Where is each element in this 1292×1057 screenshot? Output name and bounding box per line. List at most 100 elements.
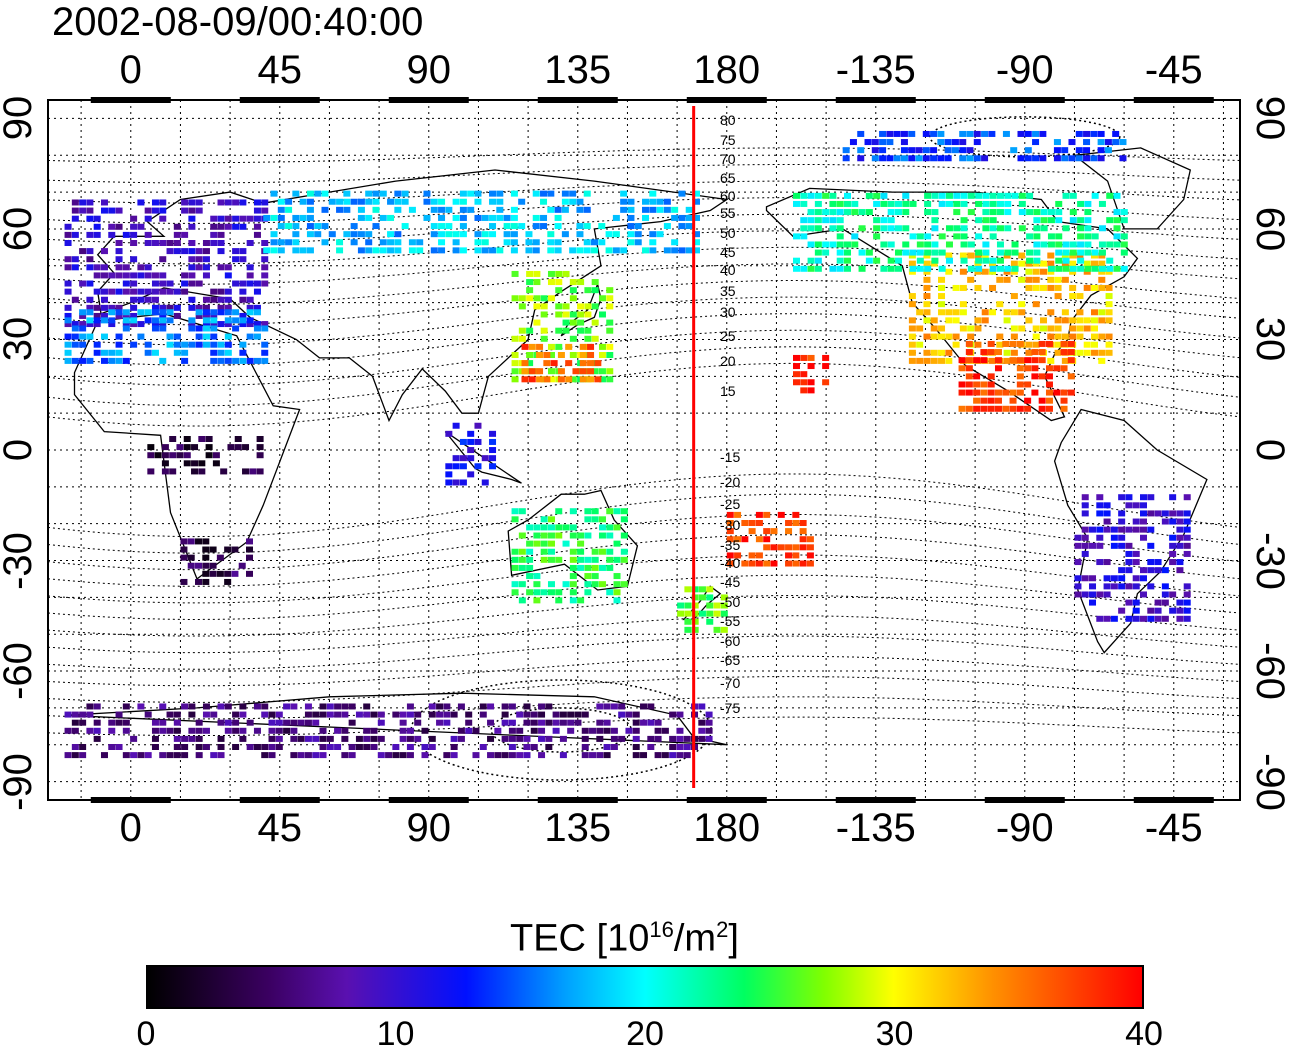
tec-cell: [540, 589, 548, 596]
tec-cell: [1054, 293, 1062, 300]
tec-cell: [202, 321, 210, 328]
tec-cell: [122, 231, 130, 238]
tec-cell: [210, 296, 218, 303]
tec-cell: [137, 321, 145, 328]
tec-cell: [596, 727, 604, 734]
tec-cell: [698, 719, 706, 726]
tec-cell: [328, 231, 336, 238]
tec-cell: [1038, 397, 1046, 404]
magnetic-label: 60: [720, 188, 736, 204]
tec-cell: [526, 360, 534, 367]
tec-cell: [100, 304, 108, 311]
tec-cell: [873, 192, 881, 199]
tec-cell: [1125, 559, 1133, 566]
tec-cell: [966, 155, 974, 162]
tec-cell: [365, 190, 373, 197]
tec-cell: [843, 257, 851, 264]
tec-cell: [195, 744, 203, 750]
tec-cell: [967, 265, 975, 272]
tec-cell: [1038, 357, 1046, 364]
tec-cell: [100, 317, 108, 324]
tec-cell: [1120, 217, 1128, 224]
tec-cell: [1024, 405, 1032, 412]
tec-cell: [923, 260, 931, 267]
tec-cell: [336, 198, 344, 205]
tec-cell: [253, 727, 261, 734]
tec-cell: [691, 586, 699, 593]
tec-cell: [459, 198, 467, 205]
tec-cell: [547, 247, 555, 254]
tec-cell: [873, 200, 881, 207]
tec-cell: [1097, 139, 1105, 146]
tec-cell: [1147, 526, 1155, 533]
tec-cell: [387, 239, 395, 246]
tec-cell: [836, 233, 844, 240]
tec-cell: [1125, 599, 1133, 606]
tec-cell: [981, 268, 989, 275]
tec-cell: [996, 265, 1004, 272]
tec-region-arctic: [842, 130, 1127, 162]
tec-cell: [1055, 257, 1063, 264]
tec-cell: [606, 343, 614, 350]
tec-cell: [647, 735, 655, 742]
tec-cell: [224, 264, 232, 271]
tec-cell: [108, 317, 116, 324]
magnetic-label: 65: [720, 170, 736, 186]
tec-cell: [319, 703, 327, 710]
tec-cell: [263, 214, 271, 221]
tec-cell: [1113, 192, 1121, 199]
tec-cell: [800, 200, 808, 207]
tec-cell: [246, 570, 254, 577]
magnetic-label: 70: [720, 151, 736, 167]
tec-cell: [770, 560, 778, 567]
tec-cell: [151, 288, 159, 295]
magnetic-contour-line: [47, 164, 1241, 184]
tec-cell: [277, 198, 285, 205]
tec-cell: [1119, 155, 1127, 162]
tec-cell: [183, 444, 191, 451]
tec-cell: [894, 249, 902, 256]
tec-cell: [86, 296, 94, 303]
tec-cell: [900, 147, 908, 154]
tec-cell: [584, 303, 592, 310]
tec-cell: [938, 192, 946, 199]
tec-cell: [137, 223, 145, 230]
tec-cell: [1009, 340, 1017, 347]
tec-cell: [137, 752, 145, 759]
tec-cell: [613, 540, 621, 547]
tec-cell: [996, 276, 1004, 283]
tec-cell: [166, 317, 174, 324]
tec-cell: [1104, 147, 1112, 154]
tec-cell: [640, 719, 648, 726]
tec-cell: [379, 247, 387, 254]
tec-cell: [591, 368, 599, 375]
tec-cell: [598, 516, 606, 523]
tec-cell: [965, 349, 973, 356]
tec-cell: [755, 552, 763, 559]
tec-cell: [210, 288, 218, 295]
tec-cell: [1045, 373, 1053, 380]
tec-cell: [567, 719, 575, 726]
tec-cell: [285, 206, 293, 213]
tec-cell: [763, 544, 771, 551]
tec-cell: [394, 190, 402, 197]
tec-cell: [336, 247, 344, 254]
magnetic-contour-line: [47, 362, 1241, 427]
tec-cell: [392, 711, 400, 718]
tec-cell: [1110, 575, 1118, 582]
tec-cell: [567, 711, 575, 718]
tec-cell: [1176, 510, 1184, 517]
tec-cell: [1081, 534, 1089, 541]
tec-cell: [606, 508, 614, 515]
tec-cell: [545, 735, 553, 742]
tec-cell: [606, 303, 614, 310]
tec-cell: [533, 295, 541, 302]
tec-cell: [1091, 309, 1098, 316]
tec-cell: [569, 319, 577, 326]
tec-cell: [1016, 381, 1024, 388]
tec-cell: [144, 341, 152, 348]
magnetic-label: 55: [720, 205, 736, 221]
tec-cell: [902, 200, 910, 207]
tec-cell: [663, 198, 671, 205]
tec-cell: [290, 727, 298, 734]
